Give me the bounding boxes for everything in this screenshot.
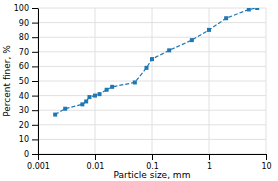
x-tick: 0.01 <box>87 154 105 171</box>
marker <box>224 16 228 20</box>
y-tick-label: 70 <box>19 48 29 57</box>
marker <box>133 80 137 84</box>
y-tick-mark <box>32 139 38 140</box>
y-tick: 10 <box>19 135 38 144</box>
x-tick-mark <box>95 154 96 160</box>
y-tick-mark <box>32 52 38 53</box>
marker <box>167 48 171 52</box>
marker <box>207 28 211 32</box>
marker <box>255 8 259 10</box>
y-tick-label: 20 <box>19 121 29 130</box>
y-tick-mark <box>32 154 38 155</box>
y-grid-line <box>38 51 266 52</box>
grid <box>38 8 266 154</box>
x-tick: 1 <box>207 154 212 171</box>
y-tick: 20 <box>19 121 38 130</box>
y-tick: 80 <box>19 33 38 42</box>
y-grid-line <box>38 110 266 111</box>
series <box>53 8 259 117</box>
y-tick-label: 10 <box>19 135 29 144</box>
marker <box>93 94 97 98</box>
y-grid-line <box>38 139 266 140</box>
y-tick-label: 90 <box>19 19 29 28</box>
y-axis-line <box>38 9 39 155</box>
x-tick-mark <box>266 154 267 160</box>
y-tick-label: 80 <box>19 33 29 42</box>
y-tick-mark <box>32 125 38 126</box>
y-grid-line <box>38 95 266 96</box>
y-tick-mark <box>32 8 38 9</box>
x-tick-mark <box>38 154 39 160</box>
marker <box>63 107 67 111</box>
chart: 0.0010.010.11100102030405060708090100Par… <box>0 0 278 181</box>
y-tick-label: 60 <box>19 62 29 71</box>
marker <box>150 57 154 61</box>
x-axis-title: Particle size, mm <box>114 170 191 180</box>
y-grid-line <box>38 22 266 23</box>
y-tick-mark <box>32 81 38 82</box>
line <box>55 8 257 115</box>
x-tick: 0.001 <box>27 154 50 171</box>
y-grid-line <box>38 66 266 67</box>
y-tick: 40 <box>19 92 38 101</box>
x-tick-label: 1 <box>207 162 212 171</box>
y-axis: 0 10 20 30 40 50 60 70 80 90 100 <box>14 4 39 159</box>
x-tick-label: 0.01 <box>87 162 105 171</box>
x-tick: 0.1 <box>146 154 159 171</box>
y-tick: 50 <box>19 77 38 86</box>
y-tick-mark <box>32 37 38 38</box>
marker <box>84 99 88 103</box>
y-tick: 0 <box>24 150 38 159</box>
marker <box>144 66 148 70</box>
y-tick: 100 <box>14 4 38 13</box>
x-tick-mark <box>209 154 210 160</box>
x-tick-label: 10 <box>261 162 271 171</box>
x-tick: 10 <box>261 154 271 171</box>
y-tick-mark <box>32 96 38 97</box>
marker <box>190 38 194 42</box>
marker <box>80 102 84 106</box>
marker <box>110 85 114 89</box>
marker <box>247 8 251 11</box>
y-tick-mark <box>32 110 38 111</box>
y-tick: 60 <box>19 62 38 71</box>
marker <box>87 95 91 99</box>
y-tick-mark <box>32 23 38 24</box>
marker <box>53 113 57 117</box>
y-tick-label: 100 <box>14 4 29 13</box>
plot-area: 0.0010.010.11100102030405060708090100 <box>14 4 272 171</box>
y-grid-line <box>38 81 266 82</box>
y-grid-line <box>38 124 266 125</box>
y-tick: 70 <box>19 48 38 57</box>
y-tick-mark <box>32 66 38 67</box>
y-tick-label: 30 <box>19 106 29 115</box>
y-grid-line <box>38 37 266 38</box>
y-axis-title: Percent finer, % <box>2 45 12 117</box>
x-tick-mark <box>152 154 153 160</box>
x-tick-label: 0.001 <box>27 162 50 171</box>
y-tick: 90 <box>19 19 38 28</box>
y-tick-label: 40 <box>19 92 29 101</box>
y-tick-label: 0 <box>24 150 29 159</box>
marker <box>98 92 102 96</box>
x-axis: 0.001 0.01 0.1 1 10 <box>27 154 272 171</box>
y-tick-label: 50 <box>19 77 29 86</box>
y-tick: 30 <box>19 106 38 115</box>
y-grid-line <box>38 8 266 9</box>
marker <box>105 88 109 92</box>
